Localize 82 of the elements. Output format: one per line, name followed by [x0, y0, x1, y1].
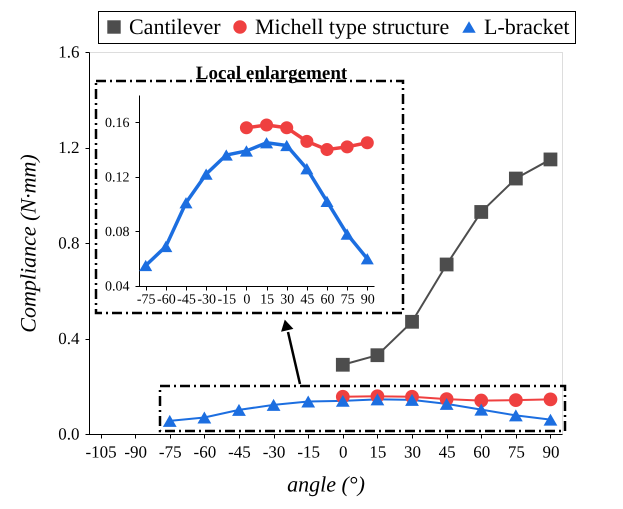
point: [300, 134, 314, 148]
point: [405, 314, 419, 329]
x-axis-title: angle (°): [287, 472, 365, 496]
point: [240, 121, 253, 134]
point: [360, 253, 374, 264]
x-tick-label: -15: [217, 292, 236, 308]
y-tick-label: 0.4: [58, 329, 80, 348]
point: [405, 394, 419, 406]
point: [320, 196, 334, 208]
point: [200, 168, 213, 180]
x-tick-label: -15: [297, 442, 320, 462]
point: [266, 398, 280, 411]
point: [179, 197, 193, 208]
legend-label: Cantilever: [129, 14, 222, 39]
y-tick-label: 0.08: [105, 224, 130, 240]
point: [336, 394, 350, 407]
point: [508, 393, 523, 407]
point: [544, 392, 558, 406]
x-tick-label: 60: [473, 442, 490, 462]
x-tick-label: -60: [194, 442, 216, 462]
point: [370, 348, 384, 362]
point: [340, 228, 354, 240]
x-tick-label: 60: [320, 292, 334, 308]
legend-label: L-bracket: [484, 14, 570, 39]
x-tick-label: 45: [300, 292, 314, 308]
point: [280, 140, 294, 152]
point: [260, 118, 274, 132]
x-tick-label: 0: [339, 442, 348, 462]
x-tick-label: -45: [228, 442, 251, 462]
point: [544, 414, 558, 426]
point: [544, 152, 558, 166]
point: [474, 404, 488, 416]
point: [440, 398, 454, 410]
point: [300, 163, 314, 174]
y-tick-label: 0.12: [105, 170, 130, 186]
x-tick-label: 90: [360, 292, 375, 308]
point: [474, 205, 488, 219]
x-tick-label: -75: [158, 442, 182, 462]
y-tick-label: 0.04: [105, 280, 130, 294]
y-tick-label: 0.0: [58, 424, 80, 444]
point: [240, 145, 253, 157]
x-tick-label: 30: [404, 442, 422, 462]
x-tick-label: -90: [124, 442, 147, 462]
x-tick-label: -30: [262, 442, 286, 462]
point: [360, 136, 374, 150]
point: [139, 260, 152, 272]
y-tick-label: 1.2: [58, 138, 80, 157]
point: [370, 393, 384, 406]
chart-title: Local enlargement: [196, 63, 348, 84]
x-tick-label: -105: [85, 442, 117, 462]
y-tick-label: 0.16: [105, 116, 130, 131]
x-tick-label: 75: [508, 442, 525, 462]
point: [162, 414, 177, 427]
point: [301, 396, 316, 408]
point: [232, 404, 246, 416]
point: [340, 140, 354, 154]
legend-label: Michell type structure: [255, 14, 450, 39]
point: [336, 358, 350, 372]
point: [260, 137, 274, 148]
point: [320, 143, 334, 156]
x-tick-label: -30: [197, 292, 216, 308]
point: [508, 172, 523, 186]
x-tick-label: 15: [369, 442, 386, 462]
point: [159, 240, 172, 252]
x-tick-label: 0: [243, 292, 250, 308]
point: [197, 412, 212, 424]
y-tick-label: 1.6: [58, 42, 80, 62]
x-tick-label: -45: [177, 292, 196, 308]
point: [440, 258, 454, 272]
point: [280, 121, 294, 134]
x-tick-label: -75: [136, 292, 156, 308]
x-tick-label: 90: [542, 442, 560, 462]
y-tick-label: 0.8: [58, 234, 80, 252]
x-tick-label: 75: [340, 292, 355, 308]
point: [508, 409, 523, 422]
x-tick-label: 45: [438, 442, 456, 462]
point: [474, 394, 488, 408]
x-tick-label: -60: [157, 292, 176, 308]
point: [220, 149, 233, 161]
x-tick-label: 15: [260, 292, 274, 308]
x-tick-label: 30: [280, 292, 294, 308]
y-axis-title: Compliance (N·mm): [15, 154, 40, 333]
